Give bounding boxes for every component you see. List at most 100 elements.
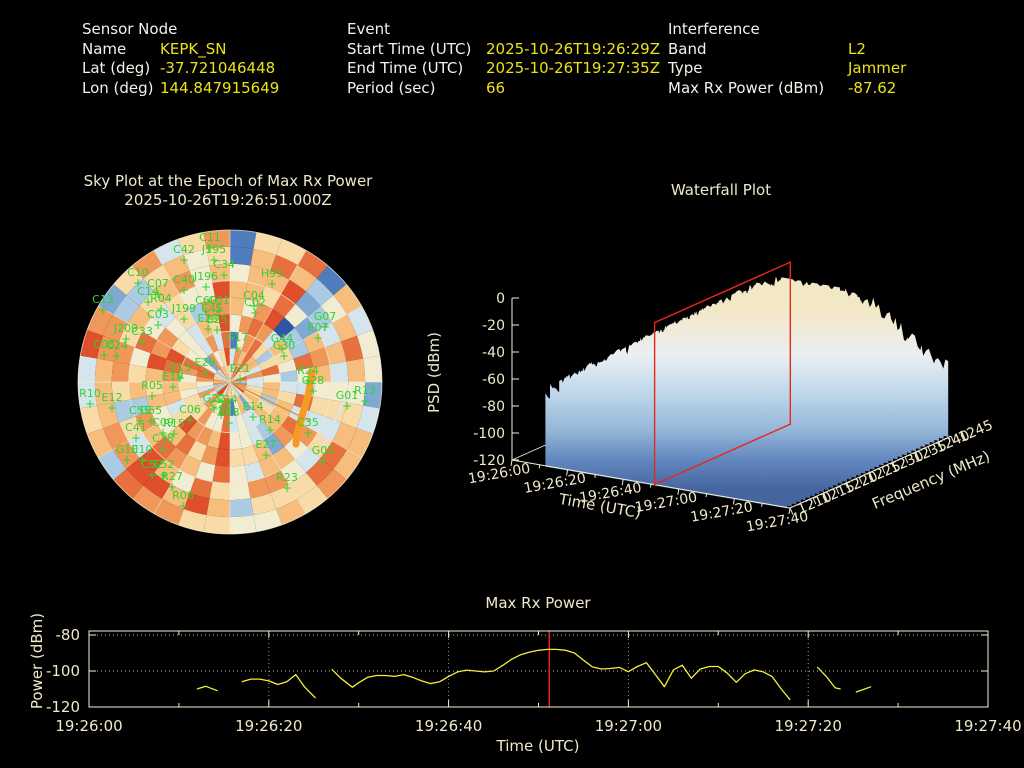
satellite-marker: + bbox=[207, 312, 217, 326]
event-end-value: 2025-10-26T19:27:35Z bbox=[486, 59, 660, 77]
waterfall-surface bbox=[545, 276, 949, 509]
satellite-marker: + bbox=[131, 431, 141, 445]
sensor-lat-label: Lat (deg) bbox=[82, 59, 151, 77]
satellite-label: J199 bbox=[171, 302, 196, 315]
satellite-marker: + bbox=[212, 323, 222, 337]
satellite-label: R04 bbox=[150, 292, 172, 305]
sensor-name-value: KEPK_SN bbox=[160, 39, 227, 58]
satellite-label: E12 bbox=[102, 391, 123, 404]
sky-plot-subtitle: 2025-10-26T19:26:51.000Z bbox=[124, 191, 332, 209]
satellite-label: C08 bbox=[93, 338, 115, 351]
satellite-label: C24 bbox=[106, 339, 128, 352]
satellite-label: E07 bbox=[308, 321, 329, 334]
jammer-bearing-line bbox=[229, 381, 311, 422]
power-time-tick-label: 19:26:20 bbox=[235, 717, 302, 735]
sky-plot-title: Sky Plot at the Epoch of Max Rx Power bbox=[83, 172, 373, 190]
satellite-label: C01 bbox=[208, 294, 230, 307]
power-ytick-label: -100 bbox=[46, 662, 80, 680]
waterfall-freq-tick-label: 1245 bbox=[956, 417, 995, 446]
satellite-label: E24 bbox=[217, 393, 238, 406]
psd-tick-label: 0 bbox=[496, 291, 505, 307]
satellite-marker: + bbox=[153, 287, 163, 301]
satellite-marker: + bbox=[178, 499, 188, 513]
satellite-marker: + bbox=[179, 312, 189, 326]
waterfall-plot: 0-20-40-60-80-100-12019:26:0019:26:2019:… bbox=[467, 261, 995, 535]
satellite-marker: + bbox=[112, 349, 122, 363]
satellite-label: G17 bbox=[226, 331, 249, 344]
satellite-label: C52 bbox=[141, 458, 163, 471]
power-time-tick-label: 19:27:20 bbox=[775, 717, 842, 735]
satellite-label: E25 bbox=[207, 313, 228, 326]
sensor-node-block: Sensor Node Name KEPK_SN Lat (deg) -37.721… bbox=[82, 20, 279, 98]
power-time-tick-label: 19:27:00 bbox=[595, 717, 662, 735]
waterfall-highlight-slice bbox=[653, 261, 792, 486]
satellite-marker: + bbox=[265, 423, 275, 437]
satellite-marker: + bbox=[282, 481, 292, 495]
psd-tick-label: -60 bbox=[482, 372, 505, 388]
satellite-label: G02 bbox=[312, 444, 335, 457]
sensor-lon-label: Lon (deg) bbox=[82, 78, 154, 97]
satellite-label: C40 bbox=[173, 273, 195, 286]
max-power-satellite-track bbox=[292, 368, 316, 448]
satellite-label: E27 bbox=[256, 438, 277, 451]
satellite-label: E14 bbox=[243, 400, 264, 413]
sensor-lon-value: 144.847915649 bbox=[160, 78, 280, 97]
satellite-label: R06 bbox=[172, 489, 194, 502]
power-chart: 19:26:00 19:26:20 19:26:40 19:27:00 19:27:20… bbox=[46, 626, 1022, 735]
satellite-marker: + bbox=[209, 253, 219, 267]
psd-tick-label: -120 bbox=[473, 453, 505, 469]
sensor-name-label: Name bbox=[82, 39, 127, 58]
satellite-marker: + bbox=[168, 380, 178, 394]
satellite-marker: + bbox=[235, 372, 245, 386]
event-start-value: 2025-10-26T19:26:29Z bbox=[486, 39, 660, 58]
interference-type-value: Jammer bbox=[848, 59, 907, 77]
satellite-marker: + bbox=[179, 283, 189, 297]
satellite-label: G13 bbox=[169, 361, 192, 374]
power-time-tick-label: 19:26:40 bbox=[415, 717, 482, 735]
satellite-label: G22 bbox=[203, 392, 226, 405]
satellite-marker: + bbox=[179, 253, 189, 267]
power-gridlines bbox=[89, 631, 988, 707]
satellite-marker: + bbox=[360, 394, 370, 408]
satellite-label: R24 bbox=[297, 364, 319, 377]
satellite-marker: + bbox=[267, 277, 277, 291]
event-title: Event bbox=[347, 20, 390, 38]
satellite-label: E19 bbox=[163, 370, 184, 383]
max-power-series bbox=[196, 648, 872, 701]
satellite-marker: + bbox=[248, 410, 258, 424]
satellite-label: R10 bbox=[79, 387, 101, 400]
satellite-marker: + bbox=[342, 399, 352, 413]
satellite-label: J195 bbox=[201, 243, 226, 256]
interference-band-label: Band bbox=[668, 39, 707, 58]
satellite-marker: + bbox=[219, 268, 229, 282]
satellite-label: C41 bbox=[125, 421, 147, 434]
satellite-marker: + bbox=[143, 295, 153, 309]
satellite-marker: + bbox=[156, 302, 166, 316]
satellite-marker: + bbox=[216, 408, 226, 422]
satellite-label: C55 bbox=[129, 404, 151, 417]
satellite-label: C07 bbox=[147, 277, 169, 290]
satellite-label: C33 bbox=[131, 325, 153, 338]
power-x-axis-label: Time (UTC) bbox=[496, 737, 580, 755]
sky-satellites: C11+C42+J195+C34+C10+ J196+H95+C40+C07+C1… bbox=[79, 231, 376, 513]
satellite-marker: + bbox=[318, 454, 328, 468]
satellite-label: H95 bbox=[261, 267, 283, 280]
satellite-label: C03 bbox=[147, 308, 169, 321]
satellite-marker: + bbox=[158, 442, 168, 456]
satellite-marker: + bbox=[137, 335, 147, 349]
satellite-label: E21 bbox=[230, 362, 251, 375]
satellite-label: R23 bbox=[276, 471, 298, 484]
satellite-label: E52 bbox=[154, 458, 175, 471]
satellite-marker: + bbox=[303, 374, 313, 388]
event-period-value: 66 bbox=[486, 78, 506, 97]
interference-type-label: Type bbox=[668, 59, 703, 77]
satellite-marker: + bbox=[232, 341, 242, 355]
satellite-label: E10 bbox=[132, 443, 153, 456]
psd-tick-label: -20 bbox=[482, 318, 505, 334]
satellite-marker: + bbox=[277, 342, 287, 356]
satellite-label: G28 bbox=[302, 374, 325, 387]
psd-tick-label: -80 bbox=[482, 399, 505, 415]
satellite-marker: + bbox=[261, 448, 271, 462]
satellite-marker: + bbox=[214, 304, 224, 318]
satellite-label: C38 bbox=[152, 432, 174, 445]
